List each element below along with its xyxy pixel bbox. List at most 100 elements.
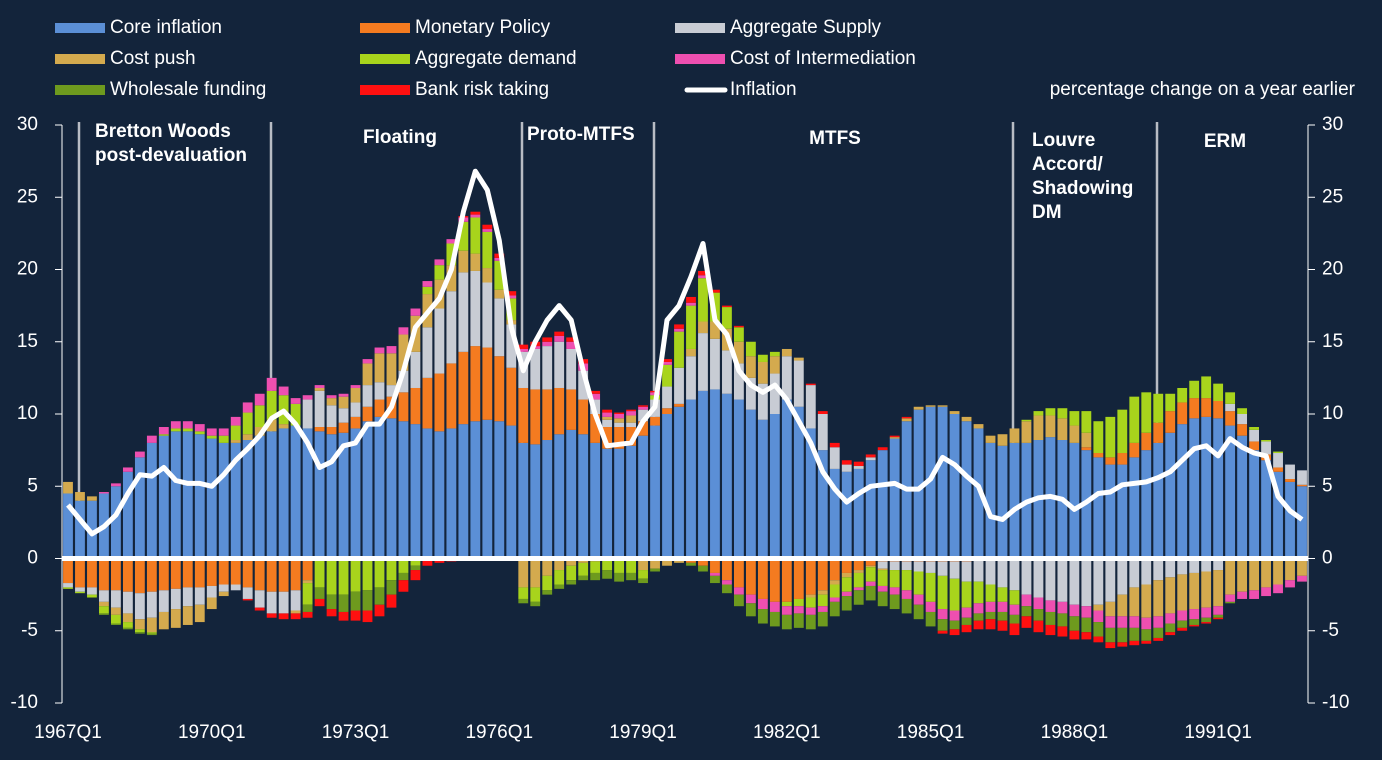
bar-segment <box>374 558 385 588</box>
bar-segment <box>482 282 493 348</box>
bar-segment <box>925 572 936 602</box>
bar-segment <box>841 596 852 611</box>
bar-segment <box>997 445 1008 559</box>
bar-segment <box>949 629 960 636</box>
bar-segment <box>1201 558 1212 572</box>
y2-tick-label: -10 <box>1322 692 1349 713</box>
bar-segment <box>338 408 349 423</box>
bar-segment <box>350 558 361 592</box>
bar-segment <box>793 357 804 361</box>
bar-segment <box>146 633 157 636</box>
period-annotation: Floating <box>363 127 437 148</box>
bar-segment <box>901 561 912 571</box>
x-tick-label: 1982Q1 <box>753 722 821 743</box>
bar-segment <box>494 260 505 290</box>
bar-segment <box>1081 617 1092 633</box>
y-axis-label: percentage change on a year earlier <box>1050 79 1356 100</box>
bar-segment <box>865 454 876 458</box>
bar-segment <box>1213 383 1224 401</box>
bar-segment <box>949 620 960 630</box>
y-tick-label: 15 <box>17 331 38 352</box>
bar-segment <box>662 558 672 566</box>
bar-segment <box>518 387 529 443</box>
bar-segment <box>877 450 888 559</box>
y-tick-label: -5 <box>21 620 38 641</box>
bar-segment <box>470 217 481 254</box>
bar-segment <box>278 428 289 559</box>
bar-segment <box>111 558 121 591</box>
bar-segment <box>793 406 804 559</box>
bar-segment <box>170 588 181 610</box>
bar-segment <box>698 565 708 572</box>
bar-segment <box>674 328 684 332</box>
bar-segment <box>242 412 253 435</box>
bar-segment <box>614 412 625 414</box>
bar-segment <box>1189 398 1200 419</box>
bar-segment <box>686 296 696 303</box>
bar-segment <box>1165 623 1176 633</box>
period-annotation: Bretton Woods <box>95 121 231 142</box>
bar-segment <box>1069 442 1080 559</box>
bar-segment <box>146 632 157 634</box>
bar-segment <box>889 438 900 559</box>
bar-segment <box>1081 432 1092 448</box>
bar-segment <box>218 591 229 597</box>
bar-segment <box>422 377 433 429</box>
bar-segment <box>1009 623 1020 636</box>
bar-segment <box>985 584 996 602</box>
bar-segment <box>158 427 169 435</box>
bar-segment <box>901 590 912 599</box>
bar-segment <box>446 428 457 559</box>
bar-segment <box>1177 387 1188 403</box>
bar-segment <box>614 558 625 573</box>
bar-segment <box>326 558 337 595</box>
bar-segment <box>434 308 445 374</box>
bar-segment <box>242 440 253 559</box>
legend-swatch <box>675 54 725 64</box>
bar-segment <box>1117 642 1128 647</box>
bar-segment <box>973 424 984 429</box>
bar-segment <box>554 335 565 342</box>
bar-segment <box>1297 484 1307 487</box>
bar-segment <box>482 268 493 283</box>
bar-segment <box>1117 616 1128 628</box>
bar-segment <box>398 580 409 592</box>
bar-segment <box>937 561 948 576</box>
bar-segment <box>901 416 912 419</box>
bar-segment <box>122 591 133 614</box>
bar-segment <box>386 558 397 581</box>
bar-segment <box>949 610 960 621</box>
x-tick-label: 1979Q1 <box>609 722 677 743</box>
bar-segment <box>542 337 553 342</box>
bar-segment <box>338 396 349 409</box>
bar-segment <box>841 577 852 592</box>
bar-segment <box>326 609 337 617</box>
bar-segment <box>254 393 265 406</box>
bar-segment <box>518 587 529 599</box>
bar-segment <box>1297 575 1307 582</box>
bar-segment <box>1201 607 1212 618</box>
bar-segment <box>734 325 744 328</box>
bar-segment <box>1165 632 1176 636</box>
bar-segment <box>1225 392 1236 404</box>
bar-segment <box>1225 558 1236 595</box>
bar-segment <box>698 278 708 322</box>
bar-segment <box>422 327 433 378</box>
bar-segment <box>865 460 876 559</box>
bar-segment <box>362 359 373 364</box>
bar-segment <box>1249 450 1259 559</box>
bar-segment <box>817 606 828 612</box>
bar-segment <box>1129 442 1140 458</box>
bar-segment <box>398 558 409 573</box>
bar-segment <box>781 606 792 615</box>
bar-segment <box>1237 408 1248 414</box>
bar-segment <box>170 428 181 432</box>
bar-segment <box>805 558 816 595</box>
bar-segment <box>829 442 840 448</box>
bar-segment <box>470 346 481 422</box>
bar-segment <box>805 383 816 386</box>
bar-segment <box>781 558 792 602</box>
bar-segment <box>865 558 876 566</box>
bar-segment <box>650 416 660 426</box>
bar-segment <box>841 572 852 578</box>
